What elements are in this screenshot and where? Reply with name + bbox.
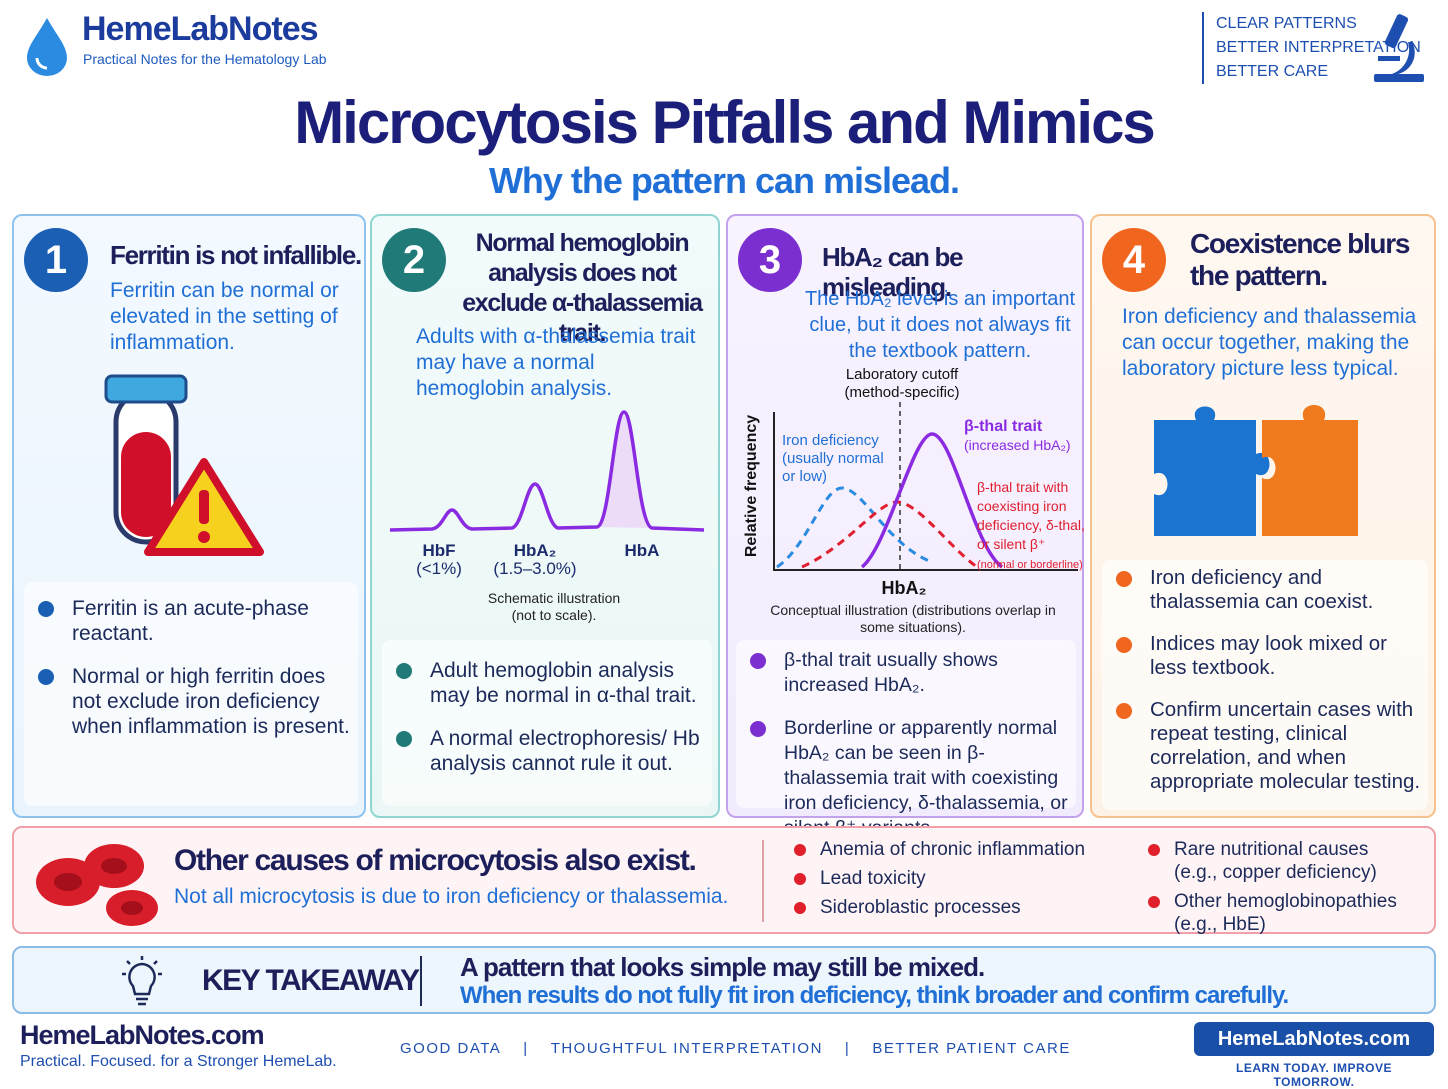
panel-text: The HbA₂ level is an important clue, but… bbox=[804, 288, 1076, 362]
section-title: Other causes of microcytosis also exist. bbox=[174, 844, 697, 877]
list-item: Adult hemoglobin analysis may be normal … bbox=[382, 658, 712, 708]
footer-link: GOOD DATA bbox=[400, 1040, 502, 1057]
divider bbox=[762, 840, 764, 922]
button-tagline: LEARN TODAY. IMPROVE TOMORROW. bbox=[1235, 1061, 1393, 1089]
bullet-list: β-thal trait usually shows increased HbA… bbox=[736, 648, 1076, 841]
panel-title: Ferritin is not infallible. bbox=[110, 240, 362, 270]
bullet-list: Iron deficiency and thalassemia can coex… bbox=[1102, 566, 1428, 794]
divider bbox=[420, 956, 422, 1006]
bullet-list: Adult hemoglobin analysis may be normal … bbox=[382, 658, 712, 776]
bullet-box: Iron deficiency and thalassemia can coex… bbox=[1102, 560, 1428, 810]
section-text: Not all microcytosis is due to iron defi… bbox=[174, 885, 729, 908]
peak-label: HbA₂ (1.5–3.0%) bbox=[480, 542, 590, 578]
bullet-box: Ferritin is an acute-phase reactant. Norm… bbox=[24, 582, 358, 806]
takeaway-headline: A pattern that looks simple may still be… bbox=[460, 952, 985, 982]
panel: 4 Coexistence blurs the pattern. Iron de… bbox=[1090, 214, 1436, 818]
list-item: β-thal trait usually shows increased HbA… bbox=[736, 648, 1076, 698]
list-item: Lead toxicity bbox=[792, 867, 1112, 890]
other-causes-box: Other causes of microcytosis also exist.… bbox=[12, 826, 1436, 935]
series-name: β-thal trait bbox=[964, 418, 1043, 435]
bullet-list: Ferritin is an acute-phase reactant. Norm… bbox=[24, 596, 358, 739]
footer-link: THOUGHTFUL INTERPRETATION bbox=[523, 1040, 823, 1057]
x-axis-label: HbA₂ bbox=[881, 578, 927, 598]
subtitle: Why the pattern can mislead. bbox=[488, 160, 960, 201]
cause-list: Rare nutritional causes (e.g., copper de… bbox=[1146, 838, 1416, 942]
series-label: β-thal trait (increased HbA₂) bbox=[964, 418, 1084, 455]
panel: 1 Ferritin is not infallible. Ferritin c… bbox=[12, 214, 366, 818]
panel: 2 Normal hemoglobin analysis does not ex… bbox=[370, 214, 720, 818]
peak-name: HbA₂ bbox=[513, 541, 557, 560]
panel-number: 3 bbox=[738, 228, 802, 292]
panel-title: Normal hemoglobin analysis does not excl… bbox=[462, 229, 703, 347]
list-item: Borderline or apparently normal HbA₂ can… bbox=[736, 716, 1076, 841]
series-label: Iron deficiency (usually normal or low) bbox=[782, 432, 884, 485]
slogan: BETTER INTERPRETATION bbox=[1216, 39, 1421, 56]
list-item: Sideroblastic processes bbox=[792, 896, 1112, 919]
footer-links: GOOD DATA THOUGHTFUL INTERPRETATION BETT… bbox=[400, 1040, 1071, 1057]
electrophoresis-trace bbox=[389, 410, 705, 532]
takeaway-text: When results do not fully fit iron defic… bbox=[460, 982, 1289, 1009]
slogan: BETTER CARE bbox=[1216, 63, 1329, 80]
cause-list: Anemia of chronic inflammation Lead toxic… bbox=[792, 838, 1112, 925]
main-title: Microcytosis Pitfalls and Mimics bbox=[294, 89, 1156, 156]
takeaway-box: KEY TAKEAWAY A pattern that looks simple… bbox=[12, 946, 1436, 1014]
takeaway-label: KEY TAKEAWAY bbox=[202, 964, 420, 997]
footer-brand: HemeLabNotes.com bbox=[20, 1020, 265, 1050]
peak-name: HbF bbox=[422, 541, 456, 560]
footer-link: BETTER PATIENT CARE bbox=[845, 1040, 1071, 1057]
microscope-icon bbox=[1374, 14, 1424, 82]
chart-caption: Conceptual illustration (distributions o… bbox=[770, 602, 1056, 635]
peak-name: HbA bbox=[624, 541, 660, 560]
panel-number: 1 bbox=[24, 228, 88, 292]
tube-warning-icon bbox=[104, 374, 264, 556]
list-item: Normal or high ferritin does not exclude… bbox=[24, 664, 358, 739]
bullet-box: β-thal trait usually shows increased HbA… bbox=[736, 640, 1076, 839]
series-note: (normal or borderline) bbox=[977, 559, 1083, 571]
y-axis-label: Relative frequency bbox=[743, 415, 760, 557]
slogans: CLEAR PATTERNS BETTER INTERPRETATION BET… bbox=[1202, 12, 1421, 84]
panel-number: 2 bbox=[382, 228, 446, 292]
puzzle-icon bbox=[1154, 405, 1358, 536]
peak-label: HbF (<1%) bbox=[392, 542, 486, 578]
list-item: Iron deficiency and thalassemia can coex… bbox=[1102, 566, 1428, 614]
panel-title: Coexistence blurs the pattern. bbox=[1190, 228, 1410, 291]
list-item: Ferritin is an acute-phase reactant. bbox=[24, 596, 358, 646]
peak-label: HbA bbox=[602, 542, 682, 560]
panel-text: Adults with α-thalassemia trait may have… bbox=[416, 325, 696, 400]
bulb-icon bbox=[122, 956, 162, 1006]
panel-text: Iron deficiency and thalassemia can occu… bbox=[1122, 305, 1417, 380]
brand: HemeLabNotes bbox=[82, 10, 319, 48]
list-item: Anemia of chronic inflammation bbox=[792, 838, 1112, 861]
panel: 3 HbA₂ can be misleading. The HbA₂ level… bbox=[726, 214, 1085, 839]
series-label: β-thal trait with coexisting iron defici… bbox=[977, 478, 1085, 575]
panel-number: 4 bbox=[1102, 228, 1166, 292]
list-item: Rare nutritional causes (e.g., copper de… bbox=[1146, 838, 1416, 884]
bullet-box: Adult hemoglobin analysis may be normal … bbox=[382, 640, 712, 806]
footer-button[interactable]: HemeLabNotes.com bbox=[1194, 1022, 1434, 1056]
chart-caption: Schematic illustration (not to scale). bbox=[487, 590, 621, 623]
list-item: Indices may look mixed or less textbook. bbox=[1102, 632, 1428, 680]
panel-text: Ferritin can be normal or elevated in th… bbox=[110, 279, 339, 354]
red-cells-icon bbox=[36, 844, 158, 926]
tagline: Practical Notes for the Hematology Lab bbox=[83, 51, 327, 67]
cutoff-label: Laboratory cutoff (method-specific) bbox=[844, 366, 960, 401]
series-name: β-thal trait with coexisting iron defici… bbox=[977, 479, 1085, 552]
peak-range: (1.5–3.0%) bbox=[493, 559, 577, 578]
series-note: (increased HbA₂) bbox=[964, 437, 1071, 453]
distribution-chart: Relative frequency bbox=[743, 402, 1078, 571]
slogan: CLEAR PATTERNS bbox=[1216, 15, 1357, 32]
list-item: Other hemoglobinopathies (e.g., HbE) bbox=[1146, 890, 1416, 936]
list-item: A normal electrophoresis/ Hb analysis ca… bbox=[382, 726, 712, 776]
peak-range: (<1%) bbox=[416, 559, 462, 578]
footer-tagline: Practical. Focused. for a Stronger HemeL… bbox=[20, 1053, 337, 1070]
panel-title: HbA₂ can be misleading. bbox=[822, 242, 964, 302]
list-item: Confirm uncertain cases with repeat test… bbox=[1102, 698, 1428, 794]
drop-logo bbox=[27, 18, 67, 76]
